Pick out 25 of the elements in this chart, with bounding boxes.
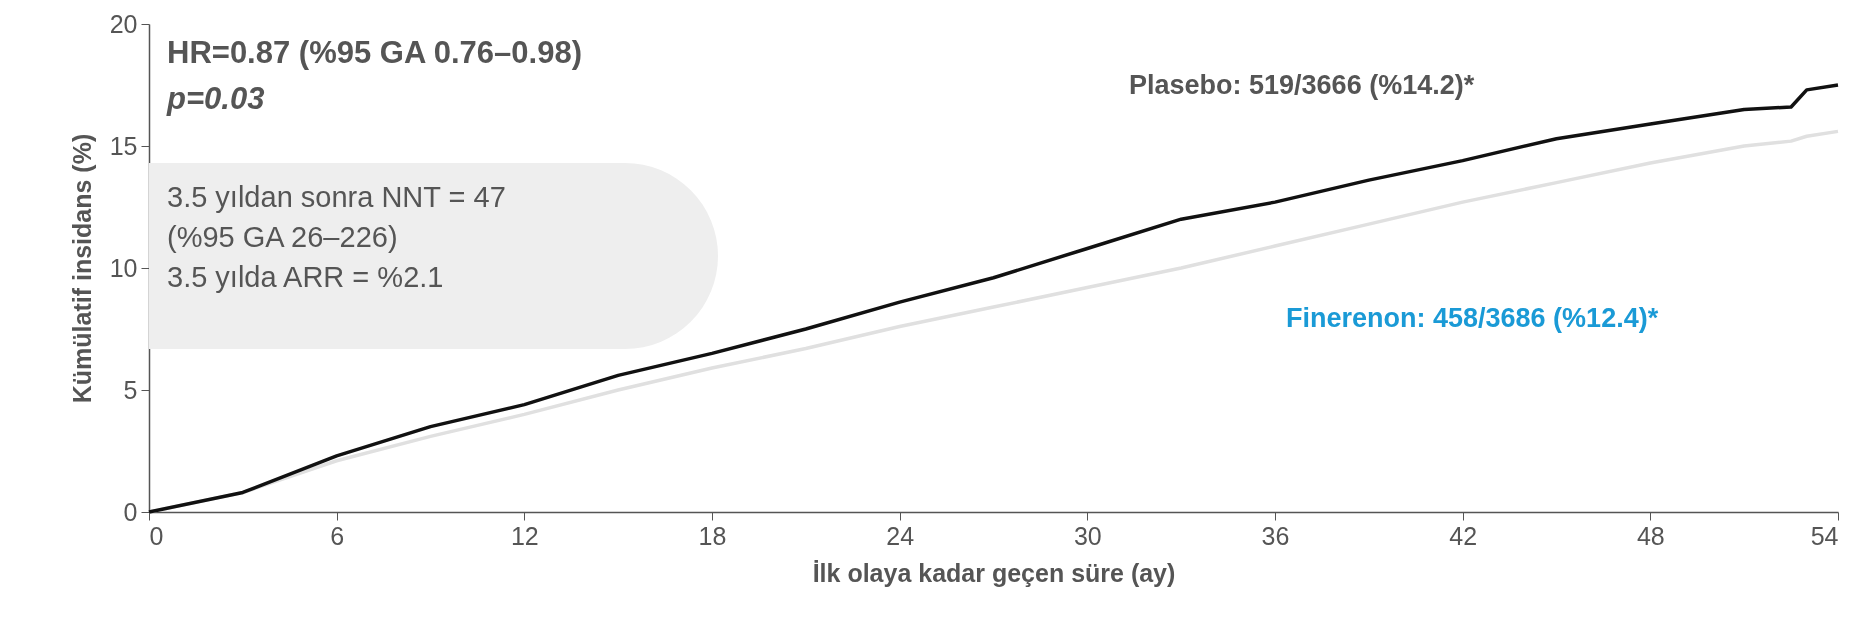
annotation: HR=0.87 (%95 GA 0.76–0.98) <box>167 35 583 70</box>
x-axis-title: İlk olaya kadar geçen süre (ay) <box>812 558 1176 587</box>
text: Finerenon: 458/3686 (%12.4)* <box>1286 303 1659 333</box>
y-tick-label: 10 <box>109 253 138 282</box>
y-tick-label: 15 <box>109 131 138 160</box>
x-tick-label: 12 <box>510 521 539 550</box>
y-tick-label: 0 <box>123 497 138 526</box>
annotation: 3.5 yılda ARR = %2.1 <box>167 260 445 295</box>
note-box: 3.5 yıldan sonra NNT = 47 (%95 GA 26–226) 3.5 yılda ARR = %2.1 <box>149 163 718 349</box>
x-tick-label: 0 <box>149 521 164 550</box>
annotation: (%95 GA 26–226) <box>167 220 399 255</box>
x-tick-label: 54 <box>1810 521 1839 550</box>
y-tick-label: 20 <box>109 9 138 38</box>
y-tick-label: 5 <box>123 375 138 404</box>
x-tick-label: 36 <box>1261 521 1290 550</box>
x-tick-label: 6 <box>330 521 345 550</box>
y-axis-title: Kümülatif insidans (%) <box>67 133 96 404</box>
x-tick-label: 48 <box>1636 521 1665 550</box>
x-tick-label: 18 <box>698 521 727 550</box>
text: Plasebo: 519/3666 (%14.2)* <box>1129 70 1475 100</box>
annotation: 3.5 yıldan sonra NNT = 47 <box>167 180 507 215</box>
x-tick-label: 24 <box>886 521 915 550</box>
x-tick-label: 42 <box>1449 521 1478 550</box>
x-tick-label: 30 <box>1073 521 1102 550</box>
annotation: p=0.03 <box>166 81 265 116</box>
